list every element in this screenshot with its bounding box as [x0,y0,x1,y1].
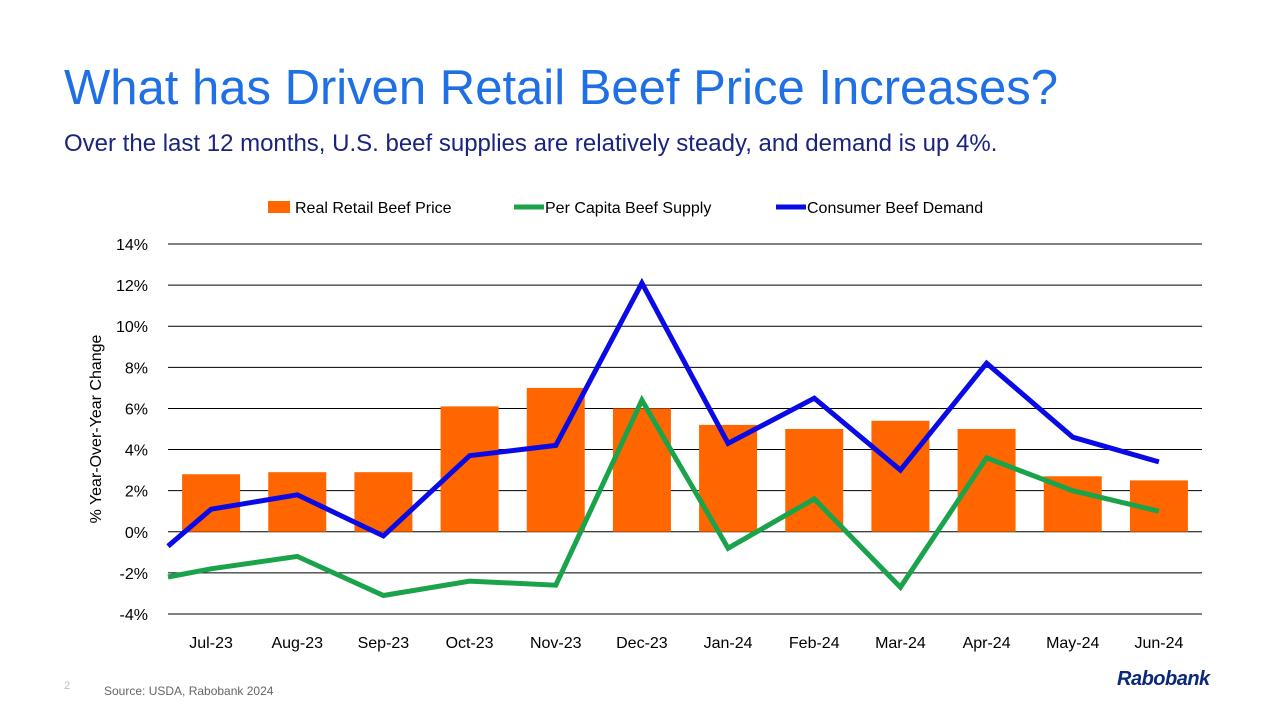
y-tick-label: 0% [125,525,148,542]
y-tick-label: 14% [116,237,148,254]
legend-label-per-capita-beef-supply: Per Capita Beef Supply [545,200,711,217]
x-tick-label: Jun-24 [1134,635,1183,652]
bar-real-retail-beef-price [182,474,241,532]
page-number: 2 [64,680,71,692]
x-tick-label: Oct-23 [446,635,494,652]
x-tick-label: Jul-23 [189,635,233,652]
x-tick-label: Feb-24 [789,635,840,652]
y-axis-title: % Year-Over-Year Change [88,334,105,523]
bar-real-retail-beef-price [440,406,499,532]
bar-real-retail-beef-price [957,429,1016,532]
x-tick-label: Jan-24 [704,635,753,652]
x-tick-label: Dec-23 [616,635,668,652]
line-per-capita-beef-supply [167,394,1160,599]
x-tick-label: May-24 [1046,635,1099,652]
y-tick-label: 6% [125,401,148,418]
y-tick-label: 12% [116,278,148,295]
x-tick-label: Apr-24 [963,635,1011,652]
y-tick-label: -4% [120,607,148,624]
bar-real-retail-beef-price [785,429,844,532]
bar-real-retail-beef-price [612,408,671,532]
y-tick-label: 4% [125,443,148,460]
line-consumer-beef-demand [166,277,1160,549]
y-tick-label: 2% [125,484,148,501]
legend-swatch-real-retail-beef-price [268,201,290,213]
source-note: Source: USDA, Rabobank 2024 [104,684,274,698]
x-tick-label: Aug-23 [271,635,323,652]
slide-title: What has Driven Retail Beef Price Increa… [64,61,1059,115]
y-tick-label: -2% [120,566,148,583]
x-tick-label: Nov-23 [530,635,582,652]
y-tick-label: 10% [116,319,148,336]
x-tick-label: Mar-24 [875,635,926,652]
legend-label-real-retail-beef-price: Real Retail Beef Price [295,200,452,217]
slide-subtitle: Over the last 12 months, U.S. beef suppl… [64,130,998,157]
legend-label-consumer-beef-demand: Consumer Beef Demand [807,200,983,217]
y-tick-label: 8% [125,360,148,377]
rabobank-logo: Rabobank [1117,668,1210,690]
bar-real-retail-beef-price [871,420,930,532]
bar-real-retail-beef-price [354,472,413,532]
x-tick-label: Sep-23 [358,635,410,652]
